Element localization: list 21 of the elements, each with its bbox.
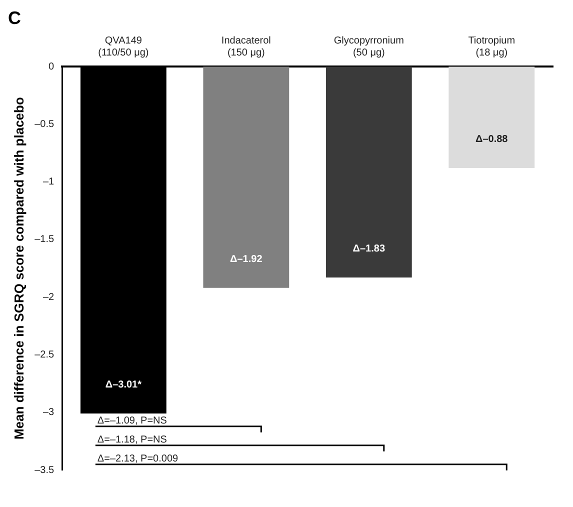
annotation: Δ=–2.13, P=0.009 — [97, 453, 179, 464]
data-label: Δ–1.83 — [352, 244, 386, 255]
annotation: Δ=–1.18, P=NS — [97, 434, 168, 446]
annotation: Δ=–1.09, P=NS — [97, 415, 168, 426]
y-tick-label: –3.5 — [34, 464, 54, 476]
y-tick-label: –2 — [42, 292, 54, 303]
y-tick-label: 0 — [48, 61, 54, 72]
x-tick-label: Indacaterol (150 μg) — [221, 35, 271, 58]
y-tick-label: –1.5 — [34, 234, 54, 246]
y-tick-label: –1 — [42, 176, 54, 188]
data-label: Δ–3.01* — [105, 380, 142, 391]
y-axis-title: Mean difference in SGRQ score compared with placebo — [11, 97, 26, 440]
x-tick-label: Tiotropium (18 μg) — [468, 35, 516, 58]
data-label: Δ–0.88 — [476, 134, 508, 146]
chart-title: C — [8, 8, 21, 28]
x-tick-label: QVA149 (110/50 μg) — [98, 35, 149, 58]
y-tick-label: –3 — [42, 407, 54, 418]
y-tick-label: –2.5 — [34, 349, 54, 360]
y-tick-label: –0.5 — [34, 118, 54, 130]
x-tick-label: Glycopyrronium (50 μg) — [334, 35, 404, 58]
data-label: Δ–1.92 — [230, 254, 263, 265]
